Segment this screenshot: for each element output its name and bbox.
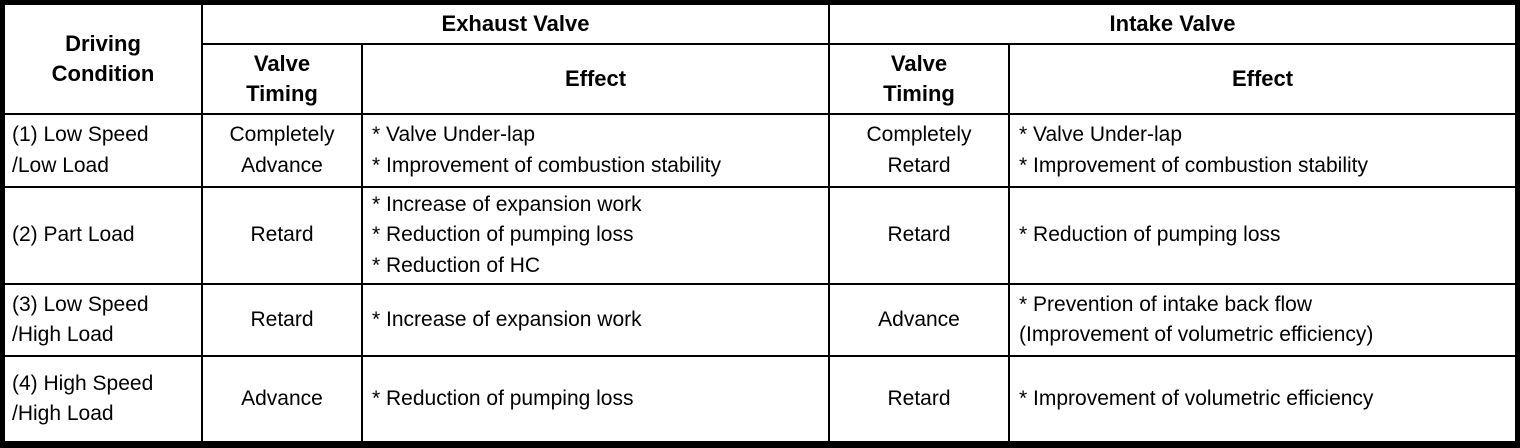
table-row-low-speed-high-load: (3) Low Speed /High Load Retard * Increa…	[4, 283, 1516, 358]
header-row-valve-groups: Driving Condition Exhaust Valve Intake V…	[4, 4, 1516, 115]
exhaust-valve-timing-cell: Retard	[201, 185, 363, 286]
exhaust-effect-cell: * Increase of expansion work	[360, 283, 831, 358]
exhaust-effect-cell: * Valve Under-lap * Improvement of combu…	[360, 113, 831, 188]
header-row-subcolumns: Valve Timing Effect Valve Timing Effect	[5, 43, 1516, 115]
header-intake-valve-timing: Valve Timing	[828, 43, 1011, 115]
intake-valve-timing-cell: Retard	[828, 355, 1011, 442]
intake-valve-timing-cell: Advance	[828, 283, 1011, 358]
table-row-low-speed-low-load: (1) Low Speed /Low Load Completely Advan…	[4, 113, 1516, 188]
exhaust-effect-cell: * Reduction of pumping loss	[360, 355, 831, 442]
intake-effect-cell: * Improvement of volumetric efficiency	[1008, 355, 1516, 442]
header-exhaust-effect: Effect	[360, 43, 831, 115]
intake-valve-timing-cell: Retard	[828, 185, 1011, 286]
valve-timing-table: Driving Condition Exhaust Valve Intake V…	[4, 4, 1516, 442]
header-intake-valve: Intake Valve	[828, 4, 1516, 45]
exhaust-valve-timing-cell: Completely Advance	[201, 113, 363, 188]
intake-effect-cell: * Valve Under-lap * Improvement of combu…	[1008, 113, 1516, 188]
exhaust-valve-timing-cell: Retard	[201, 283, 363, 358]
table-row-high-speed-high-load: (4) High Speed /High Load Advance * Redu…	[4, 355, 1516, 442]
driving-condition-cell: (2) Part Load	[4, 185, 203, 286]
table-row-part-load: (2) Part Load Retard * Increase of expan…	[4, 185, 1516, 286]
header-exhaust-valve: Exhaust Valve	[200, 4, 831, 45]
intake-valve-timing-cell: Completely Retard	[828, 113, 1011, 188]
driving-condition-cell: (1) Low Speed /Low Load	[4, 113, 203, 188]
driving-condition-cell: (4) High Speed /High Load	[4, 355, 203, 442]
exhaust-valve-timing-cell: Advance	[201, 355, 363, 442]
header-exhaust-valve-timing: Valve Timing	[201, 43, 363, 115]
header-intake-effect: Effect	[1008, 43, 1516, 115]
intake-effect-cell: * Reduction of pumping loss	[1008, 185, 1516, 286]
exhaust-effect-cell: * Increase of expansion work * Reduction…	[360, 185, 831, 286]
driving-condition-cell: (3) Low Speed /High Load	[4, 283, 203, 358]
intake-effect-cell: * Prevention of intake back flow (Improv…	[1008, 283, 1516, 358]
header-driving-condition: Driving Condition	[4, 4, 203, 115]
